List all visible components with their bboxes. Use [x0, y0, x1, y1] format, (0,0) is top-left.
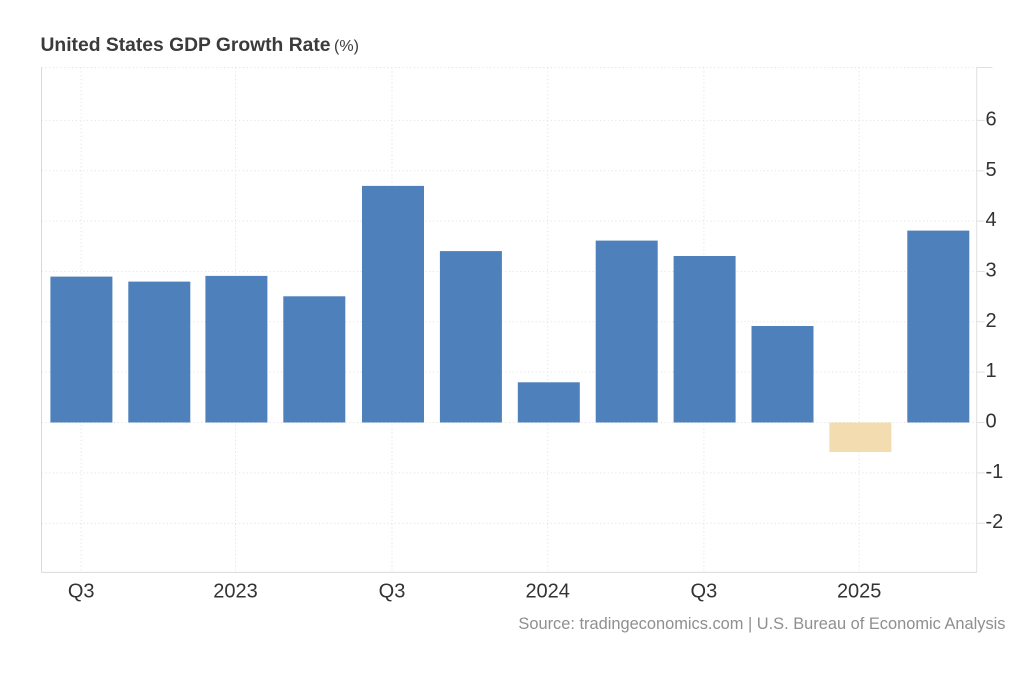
svg-text:5: 5 [986, 159, 997, 181]
svg-text:2024: 2024 [525, 581, 570, 603]
svg-text:Q3: Q3 [691, 581, 718, 603]
svg-text:1: 1 [986, 360, 997, 382]
svg-text:Source: tradingeconomics.com |: Source: tradingeconomics.com | U.S. Bure… [518, 615, 1005, 633]
svg-text:0: 0 [986, 411, 997, 433]
svg-text:-1: -1 [986, 461, 1004, 483]
svg-text:United States GDP Growth Rate: United States GDP Growth Rate (%) [41, 35, 359, 56]
svg-text:2023: 2023 [213, 581, 258, 603]
svg-text:3: 3 [986, 259, 997, 281]
svg-text:2025: 2025 [837, 581, 882, 603]
svg-text:Q3: Q3 [68, 581, 95, 603]
svg-text:4: 4 [986, 209, 997, 231]
svg-text:6: 6 [986, 108, 997, 130]
svg-text:-2: -2 [986, 511, 1004, 533]
svg-text:2: 2 [986, 310, 997, 332]
svg-text:Q3: Q3 [379, 581, 406, 603]
